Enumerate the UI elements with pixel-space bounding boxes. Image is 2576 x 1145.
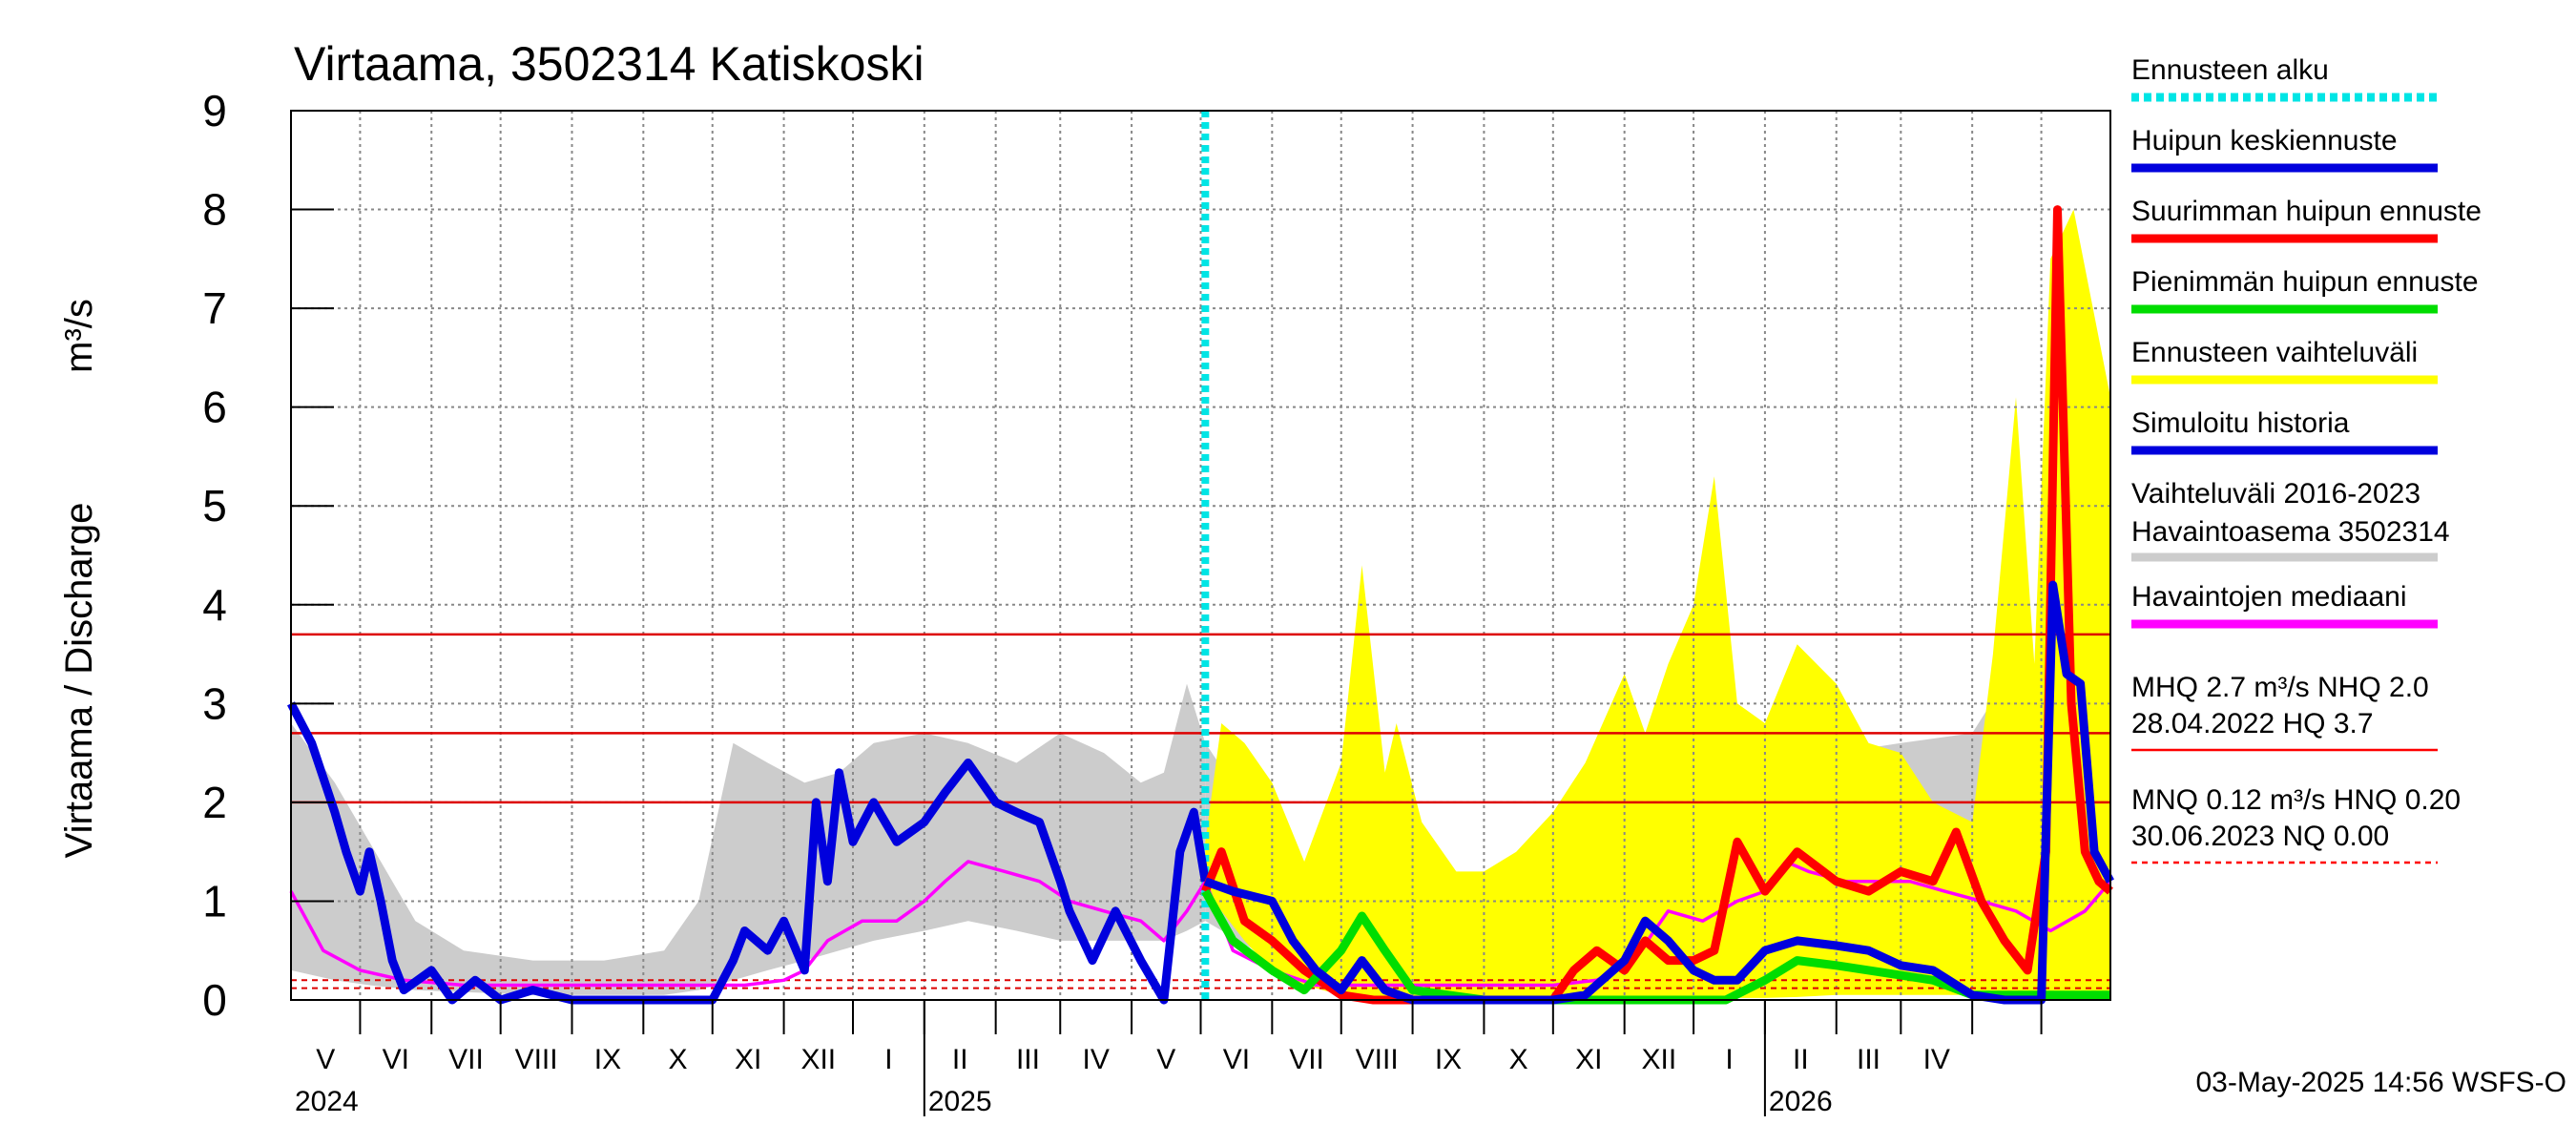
x-month-label: XI (735, 1044, 761, 1075)
legend-label: Pienimmän huipun ennuste (2131, 266, 2479, 298)
x-month-label: I (1725, 1044, 1733, 1075)
legend-label: Ennusteen vaihteluväli (2131, 337, 2418, 368)
grid-layer (291, 110, 2110, 1001)
stats-line: 30.06.2023 NQ 0.00 (2131, 821, 2389, 852)
y-tick-label: 6 (202, 383, 227, 432)
x-month-label: IX (594, 1044, 621, 1075)
y-axis-label: Virtaama / Discharge (58, 503, 100, 859)
timestamp: 03-May-2025 14:56 WSFS-O (2196, 1067, 2567, 1098)
x-month-label: I (884, 1044, 892, 1075)
series-line-5 (1201, 205, 2113, 1005)
chart-title: Virtaama, 3502314 Katiskoski (294, 37, 924, 91)
x-month-label: VII (1289, 1044, 1324, 1075)
legend-label: Havaintojen mediaani (2131, 581, 2407, 613)
y-tick-label: 0 (202, 975, 227, 1025)
x-month-label: IV (1082, 1044, 1109, 1075)
y-axis-unit: m³/s (58, 299, 100, 373)
x-month-label: VIII (1356, 1044, 1399, 1075)
x-month-label: XII (1642, 1044, 1677, 1075)
stats-line: MNQ 0.12 m³/s HNQ 0.20 (2131, 784, 2461, 816)
y-tick-label: 1 (202, 876, 227, 926)
legend-label: Huipun keskiennuste (2131, 125, 2398, 156)
y-tick-label: 3 (202, 678, 227, 728)
x-month-label: V (316, 1044, 335, 1075)
x-year-label: 2024 (295, 1086, 359, 1117)
legend-label: Ennusteen alku (2131, 54, 2329, 86)
x-month-label: III (1857, 1044, 1880, 1075)
x-month-label: III (1016, 1044, 1040, 1075)
x-month-label: XI (1575, 1044, 1602, 1075)
x-month-label: IV (1923, 1044, 1950, 1075)
x-month-label: VII (448, 1044, 484, 1075)
x-month-label: IX (1435, 1044, 1462, 1075)
x-month-label: V (1156, 1044, 1175, 1075)
legend-label: Suurimman huipun ennuste (2131, 196, 2482, 227)
stats-line: MHQ 2.7 m³/s NHQ 2.0 (2131, 672, 2429, 703)
series-line-4 (287, 701, 1210, 1005)
x-month-label: X (669, 1044, 688, 1075)
band-2 (1205, 209, 2110, 998)
legend: Ennusteen alku Huipun keskiennuste Suurimm… (2131, 54, 2482, 864)
legend-label: Vaihteluväli 2016-2023 (2131, 478, 2420, 510)
x-month-label: XII (800, 1044, 836, 1075)
legend-label-2: Havaintoasema 3502314 (2131, 516, 2450, 548)
x-month-label: VI (1223, 1044, 1250, 1075)
legend-label: Simuloitu historia (2131, 407, 2350, 439)
y-tick-label: 7 (202, 283, 227, 333)
x-year-label: 2026 (1769, 1086, 1833, 1117)
y-tick-label: 4 (202, 580, 227, 630)
band-0 (291, 683, 1206, 995)
x-month-label: II (952, 1044, 968, 1075)
stats-line: 28.04.2022 HQ 3.7 (2131, 708, 2374, 739)
x-month-label: II (1793, 1044, 1809, 1075)
x-month-label: VIII (515, 1044, 558, 1075)
y-tick-label: 8 (202, 185, 227, 235)
y-tick-label: 9 (202, 86, 227, 135)
x-month-label: X (1509, 1044, 1528, 1075)
y-tick-label: 5 (202, 481, 227, 531)
band-layer (291, 209, 2110, 998)
x-year-label: 2025 (928, 1086, 992, 1117)
x-month-label: VI (383, 1044, 409, 1075)
y-tick-label: 2 (202, 778, 227, 827)
